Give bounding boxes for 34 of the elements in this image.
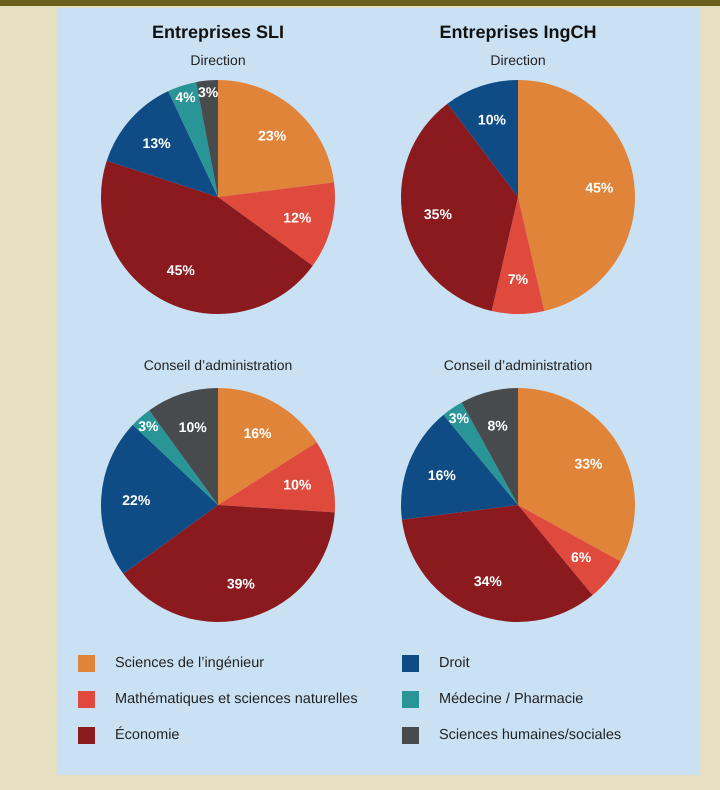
data-label: 7% <box>508 270 529 287</box>
chart-title: Entreprises SLI <box>152 22 284 42</box>
legend-label: Médecine / Pharmacie <box>439 691 584 707</box>
legend-label: Droit <box>439 655 470 671</box>
legend-label: Sciences humaines/sociales <box>439 727 622 743</box>
data-label: 23% <box>258 128 287 144</box>
data-label: 35% <box>424 206 452 222</box>
data-label: 45% <box>166 262 196 278</box>
data-label: 22% <box>122 492 151 508</box>
legend-label: Mathématiques et sciences naturelles <box>115 691 358 707</box>
data-label: 3% <box>198 84 219 100</box>
data-label: 39% <box>226 576 256 592</box>
data-label: 10% <box>178 419 208 436</box>
data-label: 45% <box>585 180 614 196</box>
chart-subtitle: Direction <box>190 52 246 68</box>
chart-subtitle: Direction <box>490 52 546 68</box>
data-label: 12% <box>283 209 312 226</box>
data-label: 8% <box>488 418 508 434</box>
chart-subtitle: Conseil d’administration <box>444 357 592 373</box>
data-label: 13% <box>142 134 172 151</box>
data-label: 10% <box>478 111 506 128</box>
data-label: 33% <box>574 455 604 472</box>
data-label: 16% <box>243 425 272 442</box>
legend-label: Économie <box>115 727 180 743</box>
chart-title: Entreprises IngCH <box>439 22 597 42</box>
chart-subtitle: Conseil d’administration <box>144 357 292 373</box>
data-label: 6% <box>570 549 592 566</box>
data-label: 3% <box>448 410 470 426</box>
legend-label: Sciences de l’ingénieur <box>115 655 264 671</box>
data-label: 3% <box>138 418 160 434</box>
data-label: 10% <box>283 476 312 493</box>
data-label: 34% <box>474 573 502 590</box>
data-label: 4% <box>175 88 196 105</box>
data-label: 16% <box>428 466 456 483</box>
